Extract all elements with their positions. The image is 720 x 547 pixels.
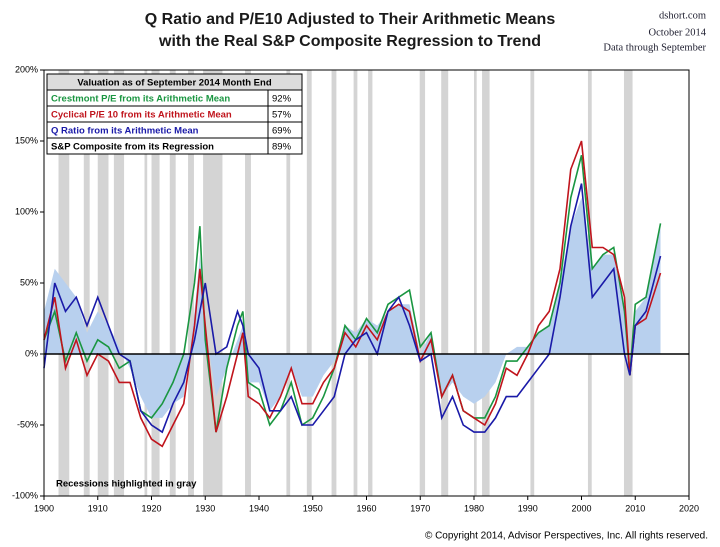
- recession-band: [151, 70, 160, 496]
- recession-band: [144, 70, 148, 496]
- y-tick-label: 50%: [20, 277, 38, 287]
- table-series-value: 89%: [272, 142, 292, 153]
- chart-title: Q Ratio and P/E10 Adjusted to Their Arit…: [145, 11, 556, 28]
- table-series-name: S&P Composite from its Regression: [51, 142, 214, 153]
- x-tick-label: 1940: [249, 503, 269, 513]
- series-line: [43, 155, 662, 433]
- x-tick-label: 1960: [356, 503, 376, 513]
- recession-note: Recessions highlighted in gray: [56, 479, 197, 490]
- data-note: Data through September: [603, 42, 706, 53]
- x-tick-label: 1950: [303, 503, 323, 513]
- recession-band: [530, 70, 535, 496]
- x-tick-label: 2020: [679, 503, 699, 513]
- y-tick-label: 100%: [15, 206, 38, 216]
- source: dshort.com: [659, 10, 706, 21]
- y-tick-label: -100%: [12, 490, 38, 500]
- date: October 2014: [649, 27, 707, 38]
- x-tick-label: 1920: [141, 503, 161, 513]
- table-series-name: Q Ratio from its Arithmetic Mean: [51, 126, 199, 137]
- recession-band: [83, 70, 90, 496]
- chart-subtitle: with the Real S&P Composite Regression t…: [158, 33, 541, 50]
- recession-band: [353, 70, 358, 496]
- x-tick-label: 1970: [410, 503, 430, 513]
- table-series-name: Crestmont P/E from its Arithmetic Mean: [51, 94, 230, 105]
- recession-band: [482, 70, 490, 496]
- x-tick-label: 1900: [34, 503, 54, 513]
- copyright: © Copyright 2014, Advisor Perspectives, …: [425, 531, 708, 542]
- recession-band: [97, 70, 109, 496]
- table-series-value: 92%: [272, 94, 292, 105]
- y-tick-label: 150%: [15, 135, 38, 145]
- recession-band: [441, 70, 449, 496]
- y-tick-label: -50%: [17, 419, 38, 429]
- table-series-value: 69%: [272, 126, 292, 137]
- recession-band: [419, 70, 426, 496]
- recession-band: [623, 70, 633, 496]
- x-tick-label: 2010: [625, 503, 645, 513]
- table-series-value: 57%: [272, 110, 292, 121]
- table-series-name: Cyclical P/E 10 from its Arithmetic Mean: [51, 110, 232, 121]
- recession-band: [306, 70, 312, 496]
- recession-band: [331, 70, 337, 496]
- x-tick-label: 2000: [571, 503, 591, 513]
- recession-band: [188, 70, 194, 496]
- recession-band: [245, 70, 251, 496]
- table-title: Valuation as of September 2014 Month End: [77, 78, 271, 89]
- recession-band: [368, 70, 373, 496]
- recession-band: [113, 70, 125, 496]
- x-tick-label: 1990: [518, 503, 538, 513]
- x-tick-label: 1930: [195, 503, 215, 513]
- series-line: [43, 140, 662, 448]
- x-tick-label: 1980: [464, 503, 484, 513]
- recession-band: [286, 70, 291, 496]
- x-tick-label: 1910: [88, 503, 108, 513]
- recession-band: [169, 70, 176, 496]
- recession-band: [474, 70, 477, 496]
- y-tick-label: 200%: [15, 64, 38, 74]
- y-tick-label: 0%: [25, 348, 38, 358]
